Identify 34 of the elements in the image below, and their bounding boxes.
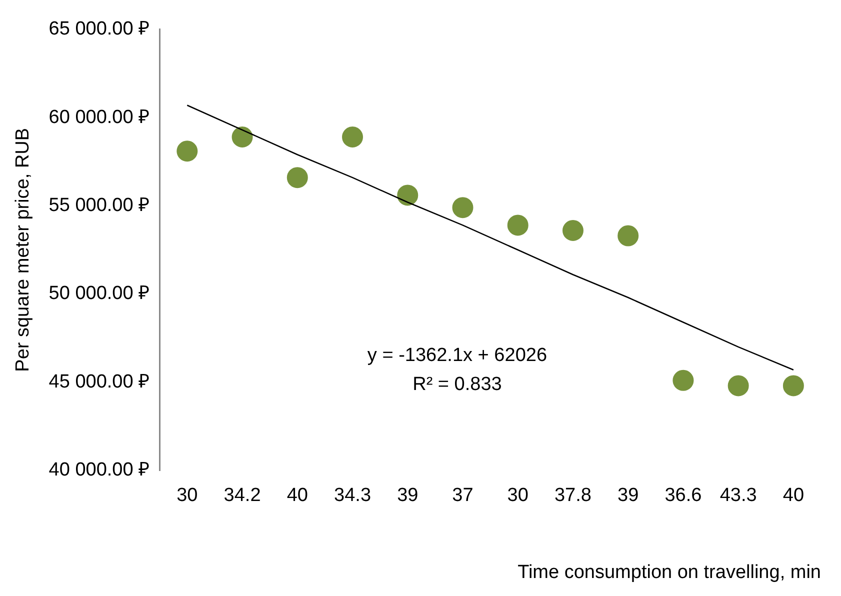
point (672, 370, 694, 391)
x-tick-label: 40 (782, 485, 804, 506)
y-axis-title: Per square meter price, RUB (12, 128, 34, 372)
point (452, 197, 474, 218)
x-tick-label: 36.6 (664, 485, 702, 506)
point (507, 214, 528, 236)
x-tick-label: 30 (507, 485, 528, 506)
point (342, 126, 364, 148)
point (176, 140, 198, 162)
x-tick-label: 40 (286, 485, 308, 506)
x-tick-label: 43.3 (720, 485, 757, 506)
y-tick-label: 40 000.00 ₽ (48, 460, 150, 481)
point (397, 184, 418, 206)
y-tick-label: 45 000.00 ₽ (48, 371, 150, 392)
point (728, 375, 749, 396)
annotation: y = -1362.1x + 62026 (367, 344, 548, 366)
x-tick-label: 39 (397, 485, 418, 506)
x-tick-label: 39 (618, 485, 639, 506)
x-tick-label: 37 (452, 485, 474, 506)
point (232, 126, 253, 148)
x-axis-title: Time consumption on travelling, min (518, 562, 821, 583)
y-tick-label: 50 000.00 ₽ (48, 283, 150, 304)
annotation: R² = 0.833 (412, 374, 502, 395)
x-tick-label: 34.3 (334, 485, 372, 506)
y-tick-label: 65 000.00 ₽ (48, 18, 150, 40)
point (782, 375, 804, 396)
x-tick-label: 30 (176, 485, 198, 506)
point (618, 225, 639, 246)
point (562, 220, 584, 241)
x-tick-label: 37.8 (554, 485, 592, 506)
y-tick-label: 55 000.00 ₽ (48, 195, 150, 216)
point (286, 167, 308, 188)
y-tick-label: 60 000.00 ₽ (48, 106, 150, 128)
x-tick-label: 34.2 (224, 485, 261, 506)
